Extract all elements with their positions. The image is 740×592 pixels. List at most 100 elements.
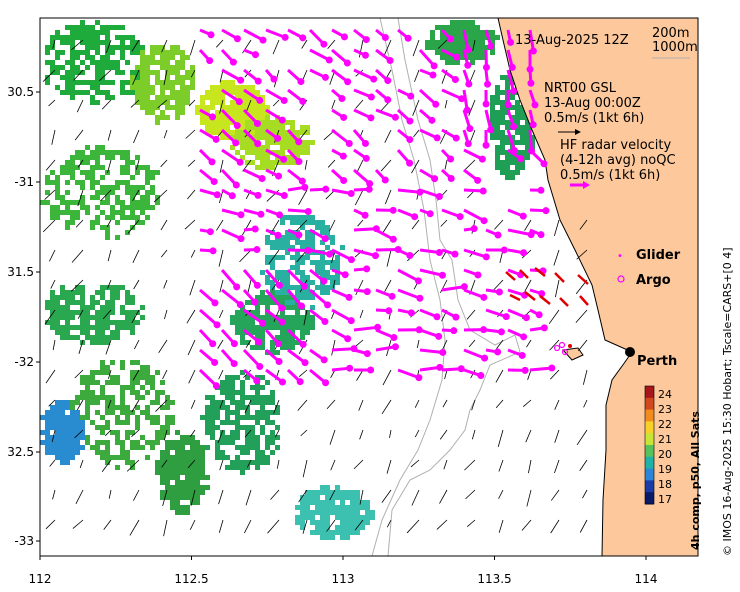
sst-cell bbox=[510, 175, 515, 180]
sst-cell bbox=[265, 305, 270, 310]
sst-cell bbox=[235, 445, 240, 450]
radar-vector-head bbox=[456, 213, 464, 221]
sst-cell bbox=[125, 290, 130, 295]
sst-cell bbox=[300, 325, 305, 330]
sst-cell bbox=[310, 240, 315, 245]
sst-cell bbox=[270, 240, 275, 245]
sst-cell bbox=[100, 190, 105, 195]
sst-cell bbox=[110, 405, 115, 410]
sst-cell bbox=[445, 30, 450, 35]
sst-cell bbox=[295, 305, 300, 310]
sst-cell bbox=[250, 440, 255, 445]
sst-cell bbox=[75, 50, 80, 55]
sst-cell bbox=[365, 510, 370, 515]
sst-cell bbox=[240, 370, 245, 375]
sst-cell bbox=[290, 160, 295, 165]
sst-cell bbox=[70, 155, 75, 160]
sst-cell bbox=[65, 75, 70, 80]
sst-cell bbox=[510, 170, 515, 175]
sst-cell bbox=[75, 210, 80, 215]
sst-cell bbox=[225, 80, 230, 85]
sst-cell bbox=[80, 375, 85, 380]
sst-cell bbox=[365, 515, 370, 520]
sst-cell bbox=[130, 80, 135, 85]
argo-icon bbox=[617, 275, 625, 283]
sst-cell bbox=[75, 325, 80, 330]
sst-cell bbox=[220, 125, 225, 130]
sst-cell bbox=[275, 125, 280, 130]
sst-cell bbox=[325, 510, 330, 515]
sst-cell bbox=[115, 375, 120, 380]
sst-cell bbox=[145, 455, 150, 460]
sst-cell bbox=[180, 75, 185, 80]
sst-cell bbox=[290, 140, 295, 145]
sst-cell bbox=[130, 445, 135, 450]
radar-vector bbox=[331, 128, 351, 145]
sst-cell bbox=[90, 170, 95, 175]
sst-cell bbox=[235, 90, 240, 95]
sst-cell bbox=[55, 55, 60, 60]
sst-vector bbox=[132, 249, 140, 263]
sst-cell bbox=[100, 285, 105, 290]
sst-cell bbox=[220, 380, 225, 385]
sst-vector bbox=[330, 459, 336, 471]
sst-cell bbox=[205, 415, 210, 420]
contour-label-200: 200m bbox=[652, 26, 689, 41]
sst-cell bbox=[130, 360, 135, 365]
sst-cell bbox=[285, 145, 290, 150]
sst-cell bbox=[170, 465, 175, 470]
sst-cell bbox=[220, 135, 225, 140]
sst-vector bbox=[48, 99, 56, 107]
sst-cell bbox=[300, 125, 305, 130]
sst-cell bbox=[290, 120, 295, 125]
sst-cell bbox=[175, 110, 180, 115]
sst-cell bbox=[295, 315, 300, 320]
sst-cell bbox=[280, 130, 285, 135]
sst-cell bbox=[215, 440, 220, 445]
sst-cell bbox=[285, 250, 290, 255]
sst-cell bbox=[95, 400, 100, 405]
radar-vector-head bbox=[296, 378, 304, 386]
sst-vector bbox=[244, 429, 252, 438]
radar-vector bbox=[397, 268, 420, 283]
sst-vector bbox=[219, 99, 224, 114]
sst-cell bbox=[255, 135, 260, 140]
sst-vector bbox=[184, 219, 196, 230]
sst-cell bbox=[75, 90, 80, 95]
sst-cell bbox=[80, 300, 85, 305]
sst-cell bbox=[270, 400, 275, 405]
sst-cell bbox=[350, 525, 355, 530]
sst-cell bbox=[235, 315, 240, 320]
sst-cell bbox=[505, 160, 510, 165]
sst-cell bbox=[265, 280, 270, 285]
sst-cell bbox=[95, 65, 100, 70]
sst-vector bbox=[103, 519, 112, 530]
sst-cell bbox=[105, 150, 110, 155]
sst-cell bbox=[310, 315, 315, 320]
sst-cell bbox=[225, 375, 230, 380]
sst-cell bbox=[85, 315, 90, 320]
sst-cell bbox=[170, 45, 175, 50]
sst-cell bbox=[250, 140, 255, 145]
sst-cell bbox=[55, 30, 60, 35]
sst-cell bbox=[70, 30, 75, 35]
sst-cell bbox=[195, 105, 200, 110]
sst-cell bbox=[130, 190, 135, 195]
sst-cell bbox=[95, 180, 100, 185]
sst-cell bbox=[210, 85, 215, 90]
sst-cell bbox=[55, 185, 60, 190]
sst-cell bbox=[155, 100, 160, 105]
sst-cell bbox=[310, 140, 315, 145]
sst-cell bbox=[70, 420, 75, 425]
sst-cell bbox=[335, 280, 340, 285]
radar-vector-head bbox=[479, 187, 487, 195]
sst-cell bbox=[145, 110, 150, 115]
sst-cell bbox=[245, 160, 250, 165]
sst-cell bbox=[230, 440, 235, 445]
radar-vector-head bbox=[270, 75, 278, 83]
sst-cell bbox=[120, 155, 125, 160]
sst-cell bbox=[145, 175, 150, 180]
sst-cell bbox=[240, 400, 245, 405]
sst-cell bbox=[275, 120, 280, 125]
sst-cell bbox=[180, 505, 185, 510]
